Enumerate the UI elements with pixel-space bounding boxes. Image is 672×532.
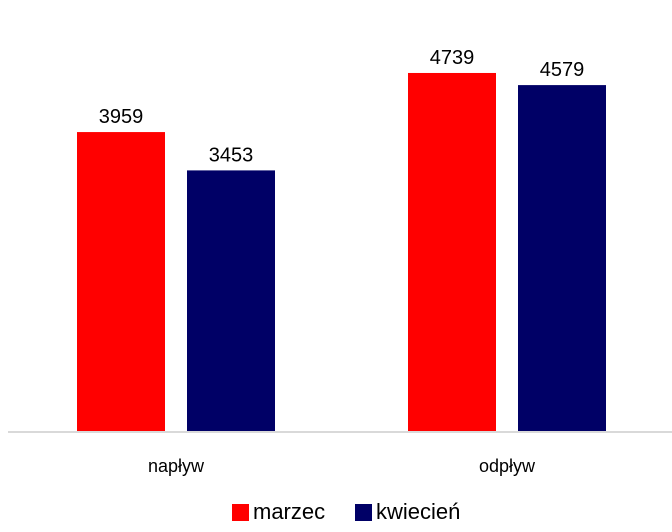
data-label-0-0: 3959 <box>99 106 144 128</box>
category-label-0: napływ <box>148 456 205 476</box>
legend-label-0: marzec <box>253 499 325 524</box>
category-label-1: odpływ <box>479 456 536 476</box>
legend-swatch-0 <box>232 504 249 521</box>
bar-1-0 <box>187 170 275 432</box>
bar-0-1 <box>408 72 496 432</box>
data-label-1-1: 4579 <box>540 59 585 81</box>
legend-label-1: kwiecień <box>376 499 460 524</box>
bar-0-0 <box>77 132 165 433</box>
bar-1-1 <box>518 85 606 433</box>
data-label-0-1: 4739 <box>430 47 475 69</box>
data-label-1-0: 3453 <box>209 144 254 166</box>
legend-swatch-1 <box>355 504 372 521</box>
